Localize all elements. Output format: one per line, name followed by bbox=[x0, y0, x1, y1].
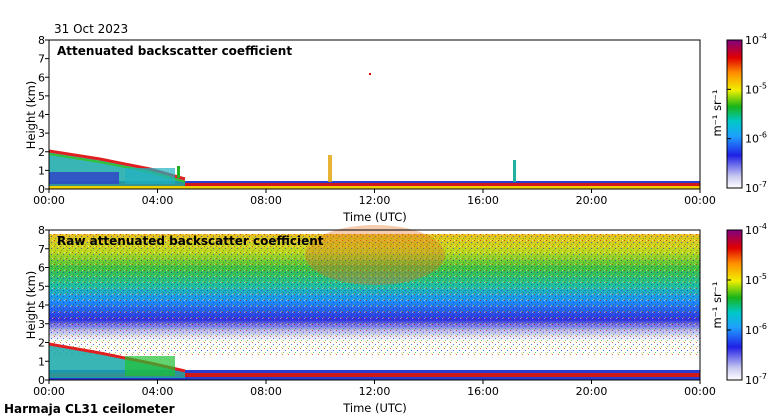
panel-1-colorbar bbox=[726, 39, 743, 189]
panel-2-data bbox=[48, 225, 700, 380]
panel-2-title: Raw attenuated backscatter coefficient bbox=[57, 234, 324, 248]
y-tick-label: 6 bbox=[38, 262, 45, 275]
y-tick-label: 8 bbox=[38, 34, 45, 47]
x-tick-label: 00:00 bbox=[33, 385, 65, 398]
x-tick-label: 04:00 bbox=[142, 385, 174, 398]
panel-1-boundary-layer-core bbox=[49, 183, 700, 187]
y-tick-label: 7 bbox=[38, 53, 45, 66]
panel-1-colorbar-unit: m⁻¹ sr⁻¹ bbox=[710, 90, 724, 137]
y-tick-label: 1 bbox=[38, 355, 45, 368]
y-tick-label: 4 bbox=[38, 109, 45, 122]
panel-2: Raw attenuated backscatter coefficient 0… bbox=[24, 222, 767, 415]
x-tick-label: 20:00 bbox=[576, 194, 608, 207]
y-tick-label: 3 bbox=[38, 127, 45, 140]
panel-2-clear-zone bbox=[49, 355, 700, 371]
panel-1-spike-1 bbox=[177, 166, 180, 178]
panel-1-low-cloud bbox=[49, 172, 119, 184]
x-tick-label: 12:00 bbox=[359, 385, 391, 398]
panel-2-low-cloud bbox=[125, 356, 175, 376]
colorbar-tick-label: 10-5 bbox=[745, 81, 767, 96]
colorbar-tick-label: 10-4 bbox=[745, 32, 767, 47]
panel-1-low-cloud-2 bbox=[125, 168, 175, 184]
y-tick-label: 0 bbox=[38, 183, 45, 196]
panel-1-x-axis: 00:00 04:00 08:00 12:00 16:00 20:00 00:00 bbox=[33, 189, 716, 207]
y-tick-label: 3 bbox=[38, 318, 45, 331]
panel-2-y-axis: 0 1 2 3 4 5 6 7 8 bbox=[38, 224, 49, 387]
panel-2-colorbar bbox=[726, 229, 743, 381]
panel-2-colorbar-unit: m⁻¹ sr⁻¹ bbox=[710, 282, 724, 329]
colorbar-tick-label: 10-7 bbox=[745, 180, 767, 195]
panel-1-surface-band bbox=[49, 186, 700, 189]
x-tick-label: 00:00 bbox=[684, 385, 716, 398]
colorbar-tick-label: 10-6 bbox=[745, 322, 767, 337]
panel-2-midday-noise bbox=[305, 225, 445, 285]
x-tick-label: 04:00 bbox=[142, 194, 174, 207]
colorbar-tick-label: 10-4 bbox=[745, 222, 767, 237]
x-tick-label: 20:00 bbox=[576, 385, 608, 398]
y-tick-label: 7 bbox=[38, 243, 45, 256]
y-tick-label: 2 bbox=[38, 146, 45, 159]
panel-2-ylabel: Height (km) bbox=[24, 271, 38, 340]
y-tick-label: 5 bbox=[38, 90, 45, 103]
panel-1-xlabel: Time (UTC) bbox=[342, 210, 407, 224]
footer-label: Harmaja CL31 ceilometer bbox=[4, 402, 175, 416]
panel-1-spike-3 bbox=[513, 160, 516, 182]
panel-1-data bbox=[48, 73, 700, 189]
panel-1-speck bbox=[369, 73, 371, 75]
panel-1-ylabel: Height (km) bbox=[24, 81, 38, 150]
panel-1-plot-area bbox=[49, 40, 700, 189]
date-label: 31 Oct 2023 bbox=[54, 22, 128, 36]
x-tick-label: 00:00 bbox=[33, 194, 65, 207]
y-tick-label: 6 bbox=[38, 71, 45, 84]
y-tick-label: 1 bbox=[38, 164, 45, 177]
x-tick-label: 08:00 bbox=[250, 194, 282, 207]
panel-1-colorbar-ticks: 10-4 10-5 10-6 10-7 bbox=[727, 32, 767, 195]
x-tick-label: 16:00 bbox=[467, 194, 499, 207]
y-tick-label: 8 bbox=[38, 224, 45, 237]
x-tick-label: 16:00 bbox=[467, 385, 499, 398]
y-tick-label: 2 bbox=[38, 337, 45, 350]
y-tick-label: 0 bbox=[38, 374, 45, 387]
x-tick-label: 00:00 bbox=[684, 194, 716, 207]
colorbar-tick-label: 10-6 bbox=[745, 131, 767, 146]
panel-2-noise-speckle bbox=[49, 234, 700, 356]
panel-2-colorbar-ticks: 10-4 10-5 10-6 10-7 bbox=[727, 222, 767, 387]
colorbar-tick-label: 10-5 bbox=[745, 272, 767, 287]
x-tick-label: 12:00 bbox=[359, 194, 391, 207]
panel-1-y-axis: 0 1 2 3 4 5 6 7 8 bbox=[38, 34, 49, 196]
panel-2-xlabel: Time (UTC) bbox=[342, 401, 407, 415]
y-tick-label: 4 bbox=[38, 299, 45, 312]
panel-2-boundary-layer-core bbox=[49, 373, 700, 377]
colorbar-tick-label: 10-7 bbox=[745, 372, 767, 387]
x-tick-label: 08:00 bbox=[250, 385, 282, 398]
y-tick-label: 5 bbox=[38, 280, 45, 293]
panel-1-spike-2 bbox=[328, 155, 332, 182]
panel-1: Attenuated backscatter coefficient 0 1 2 3 4… bbox=[24, 32, 767, 224]
panel-2-x-axis: 00:00 04:00 08:00 12:00 16:00 20:00 00:00 bbox=[33, 380, 716, 398]
panel-1-title: Attenuated backscatter coefficient bbox=[57, 44, 292, 58]
